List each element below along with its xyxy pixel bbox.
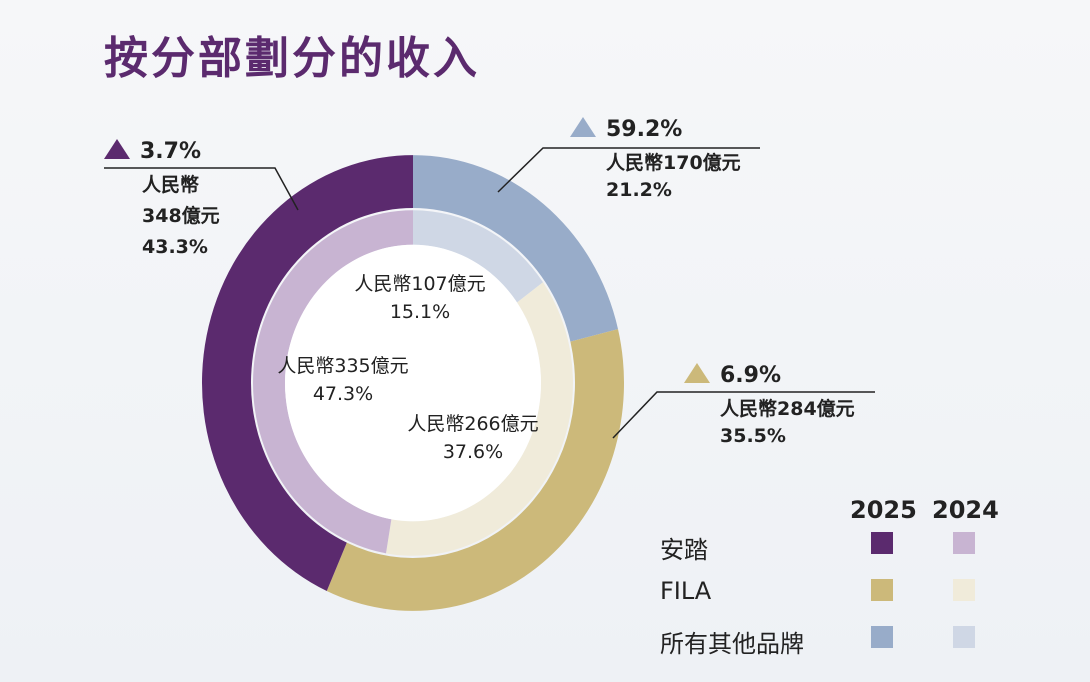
slice-2024-安踏: [252, 210, 413, 554]
growth-anta: 3.7%: [140, 139, 202, 164]
legend-swatch-others-2025: [871, 626, 893, 648]
amount-fila: 人民幣284億元: [720, 398, 855, 420]
amount: 人民幣335億元: [277, 355, 409, 377]
pct: 37.6%: [442, 441, 504, 463]
slice-2024-FILA: [385, 282, 573, 556]
slice-2025-安踏: [202, 155, 413, 591]
label-others-2025: 59.2% 人民幣170億元 21.2%: [570, 116, 741, 204]
legend-label-fila: FILA: [660, 577, 712, 605]
legend-swatch-anta-2024: [953, 532, 975, 554]
amount-anta: 人民幣: [142, 174, 200, 196]
legend-label-others: 所有其他品牌: [660, 630, 804, 658]
amount: 人民幣266億元: [407, 413, 539, 435]
legend-swatch-fila-2024: [953, 579, 975, 601]
slice-2025-FILA: [326, 329, 625, 611]
slice-2024-所有其他品牌: [413, 210, 544, 303]
label-others-2024: 人民幣107億元 15.1%: [335, 270, 505, 326]
amount: 人民幣107億元: [354, 273, 486, 295]
pct: 15.1%: [389, 301, 451, 323]
label-fila-2025: 6.9% 人民幣284億元 35.5%: [684, 362, 855, 450]
chart-title: 按分部劃分的收入: [104, 33, 480, 84]
legend-swatch-others-2024: [953, 626, 975, 648]
pct: 47.3%: [312, 383, 374, 405]
pct-others: 21.2%: [606, 179, 672, 201]
label-anta-2024: 人民幣335億元 47.3%: [258, 352, 428, 408]
up-triangle-icon: [104, 139, 130, 159]
label-fila-2024: 人民幣266億元 37.6%: [388, 410, 558, 466]
legend-label-anta: 安踏: [660, 536, 708, 564]
growth-others: 59.2%: [606, 117, 683, 142]
amount-anta-2: 348億元: [142, 205, 220, 227]
up-triangle-icon: [684, 363, 710, 383]
up-triangle-icon: [570, 117, 596, 137]
legend-header-2025: 2025: [850, 496, 917, 524]
pct-anta: 43.3%: [142, 236, 208, 258]
leader-line-others: [497, 147, 760, 193]
leader-line-fila: [612, 391, 875, 439]
label-anta-2025: 3.7% 人民幣 348億元 43.3%: [104, 138, 220, 261]
donut-hole: [285, 244, 541, 522]
amount-others: 人民幣170億元: [606, 152, 741, 174]
legend-swatch-anta-2025: [871, 532, 893, 554]
slice-2025-所有其他品牌: [413, 155, 619, 342]
leader-line-anta: [104, 167, 299, 211]
growth-fila: 6.9%: [720, 363, 782, 388]
legend-swatch-fila-2025: [871, 579, 893, 601]
legend-header-2024: 2024: [932, 496, 999, 524]
pct-fila: 35.5%: [720, 425, 786, 447]
